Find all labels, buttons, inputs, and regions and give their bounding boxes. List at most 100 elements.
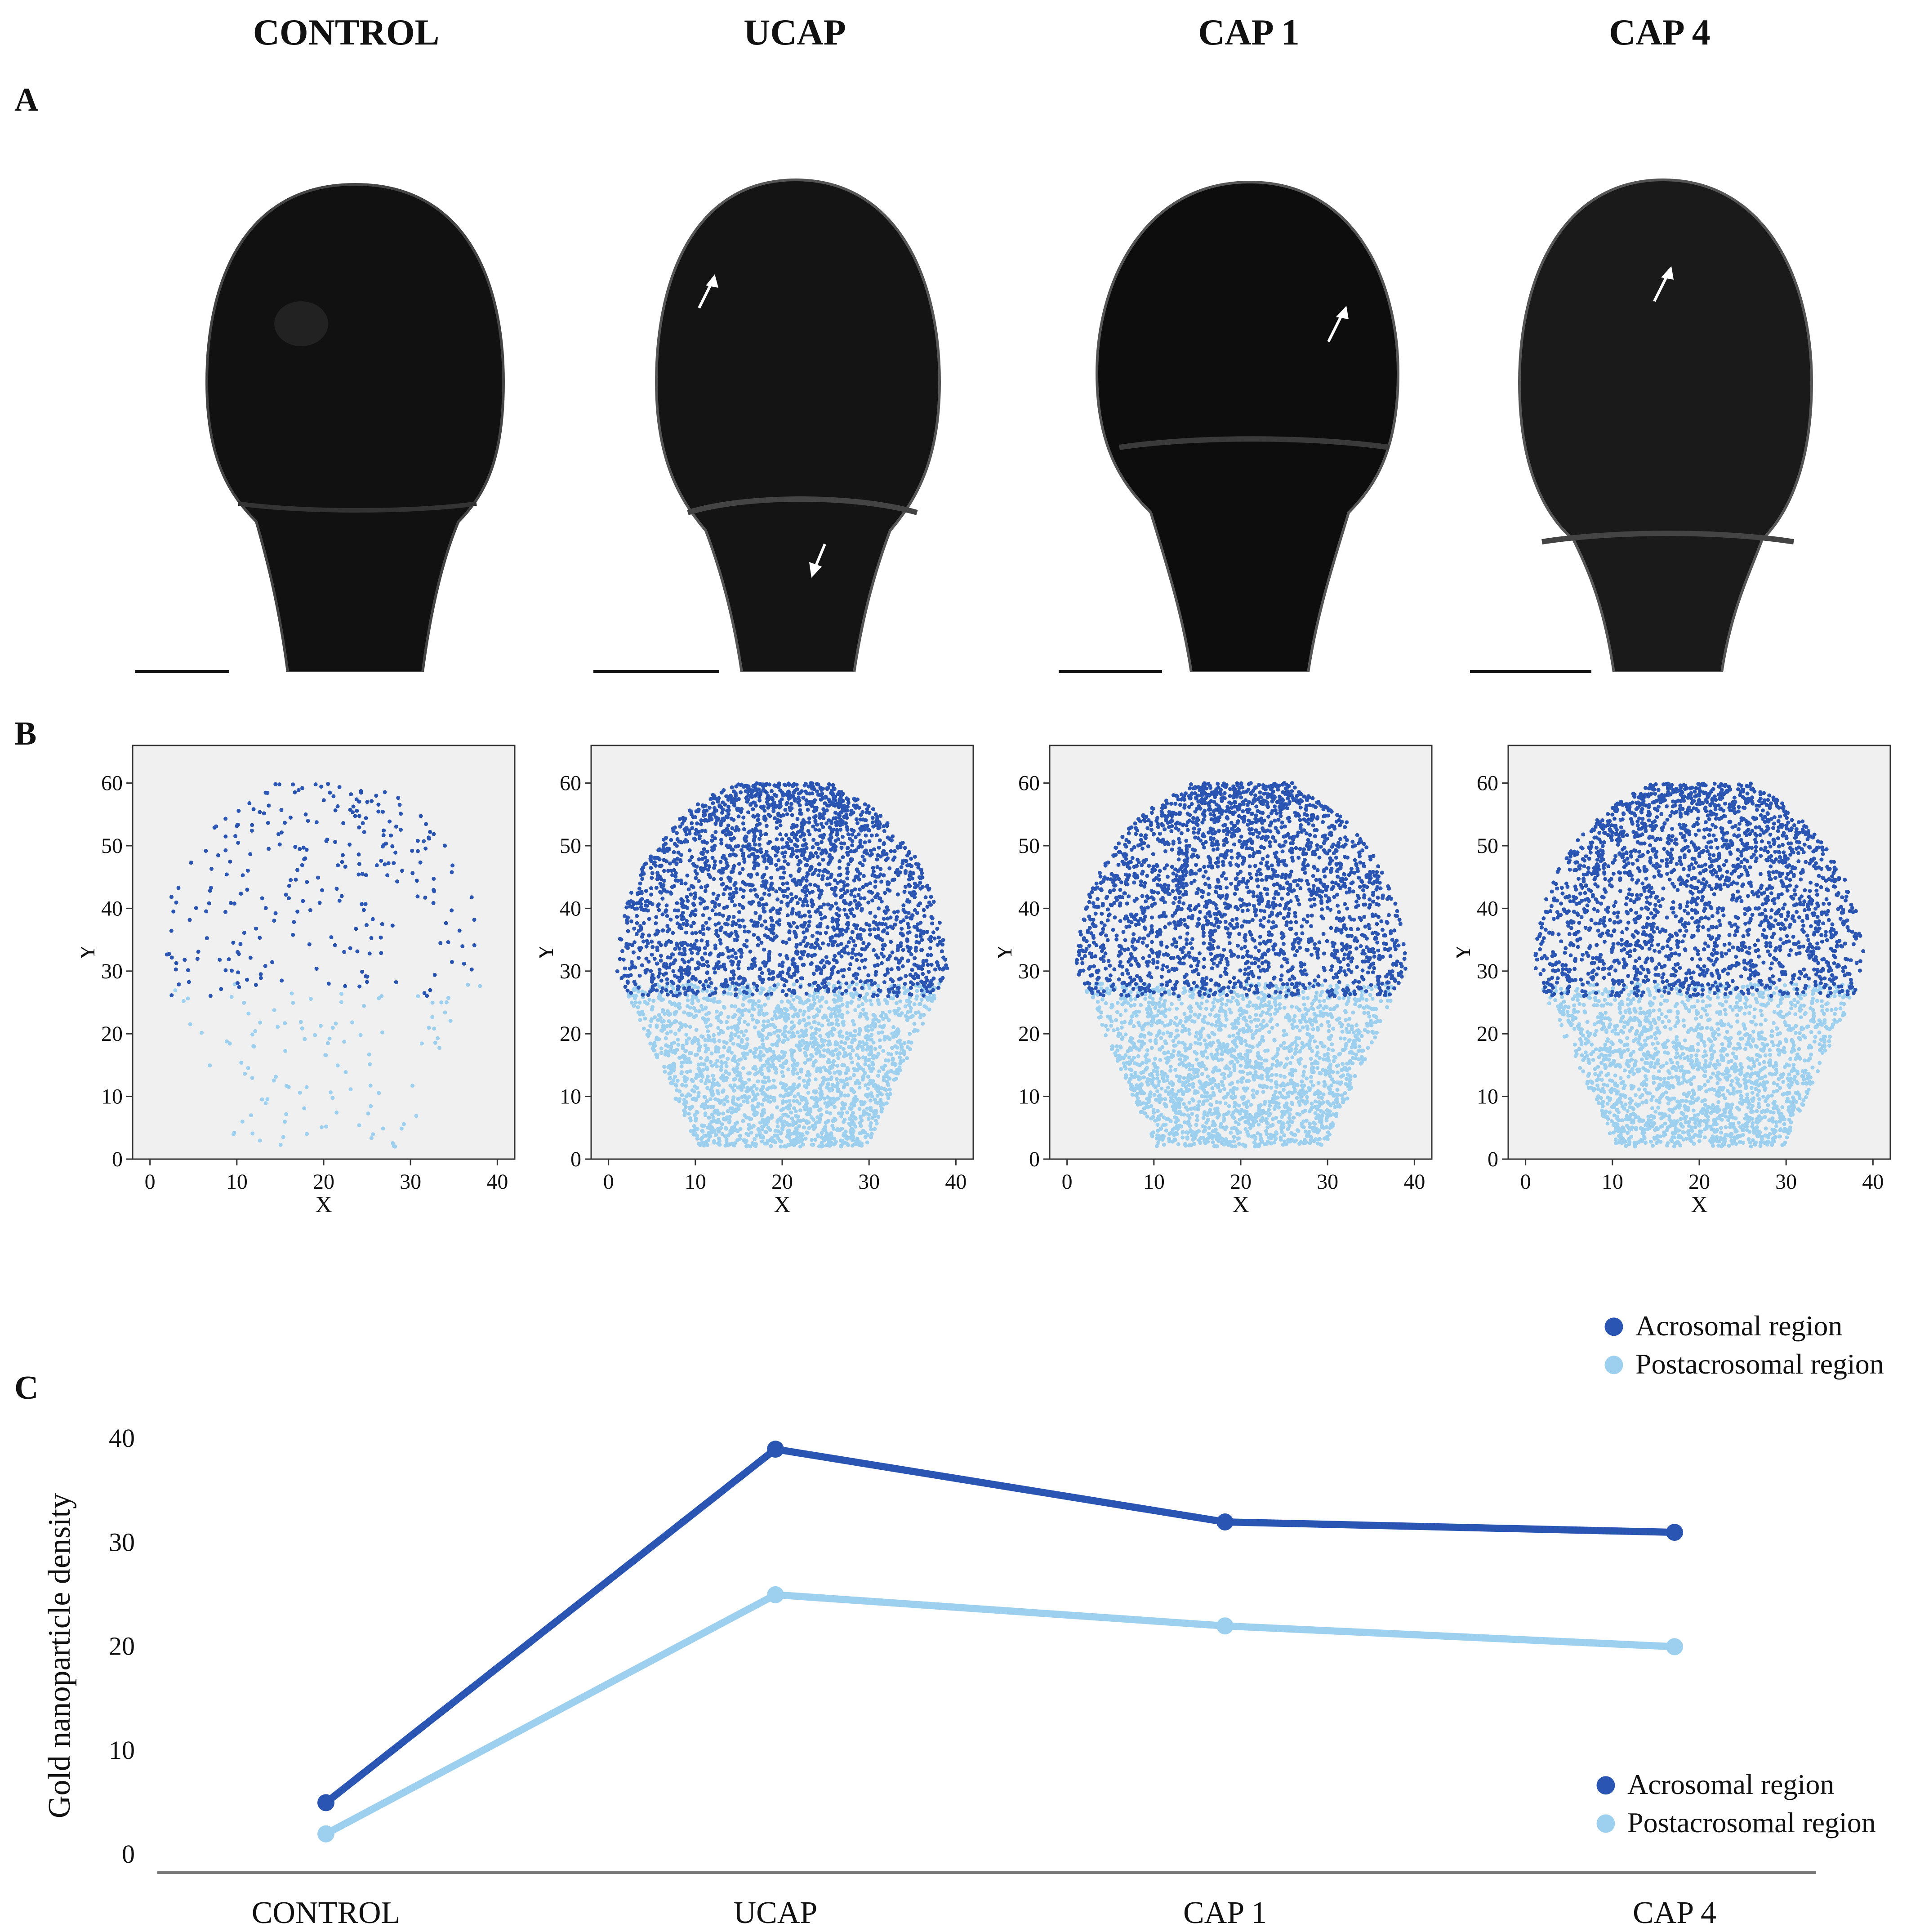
acrosomal-point bbox=[857, 806, 861, 810]
acrosomal-point bbox=[713, 922, 718, 927]
acrosomal-point bbox=[762, 909, 767, 914]
acrosomal-point bbox=[702, 986, 706, 991]
postacrosomal-point bbox=[837, 1004, 842, 1009]
postacrosomal-point bbox=[690, 1078, 694, 1082]
acrosomal-point bbox=[634, 932, 639, 936]
postacrosomal-point bbox=[697, 1009, 701, 1013]
acrosomal-point bbox=[824, 869, 829, 874]
postacrosomal-point bbox=[846, 1093, 850, 1098]
acrosomal-point bbox=[817, 828, 821, 833]
acrosomal-point bbox=[615, 969, 619, 973]
postacrosomal-point bbox=[284, 1112, 289, 1116]
postacrosomal-point bbox=[860, 1141, 864, 1146]
acrosomal-point bbox=[731, 981, 735, 985]
acrosomal-point bbox=[646, 993, 650, 997]
acrosomal-point bbox=[337, 898, 342, 903]
postacrosomal-point bbox=[712, 1033, 716, 1037]
postacrosomal-point bbox=[717, 1039, 722, 1043]
postacrosomal-point bbox=[858, 1027, 862, 1031]
acrosomal-point bbox=[815, 855, 820, 859]
postacrosomal-point bbox=[789, 993, 794, 998]
postacrosomal-point bbox=[258, 1020, 263, 1025]
postacrosomal-point bbox=[880, 1030, 884, 1035]
acrosomal-point bbox=[815, 937, 820, 942]
postacrosomal-point bbox=[703, 1141, 707, 1145]
acrosomal-point bbox=[709, 981, 713, 985]
postacrosomal-point bbox=[739, 1088, 744, 1092]
acrosomal-point bbox=[874, 875, 879, 879]
acrosomal-point bbox=[216, 853, 220, 857]
acrosomal-point bbox=[781, 940, 785, 944]
acrosomal-point bbox=[650, 871, 655, 875]
acrosomal-point bbox=[700, 963, 704, 968]
postacrosomal-point bbox=[663, 1052, 668, 1057]
acrosomal-point bbox=[381, 833, 386, 838]
postacrosomal-point bbox=[836, 1022, 841, 1027]
acrosomal-point bbox=[634, 901, 639, 906]
acrosomal-point bbox=[861, 817, 865, 822]
postacrosomal-point bbox=[772, 1053, 776, 1057]
acrosomal-point bbox=[687, 971, 691, 975]
acrosomal-point bbox=[664, 836, 668, 840]
acrosomal-point bbox=[659, 978, 664, 983]
postacrosomal-point bbox=[848, 1116, 852, 1121]
acrosomal-point bbox=[340, 860, 344, 864]
postacrosomal-point bbox=[898, 1055, 902, 1060]
postacrosomal-point bbox=[761, 1084, 766, 1089]
acrosomal-point bbox=[803, 820, 807, 825]
postacrosomal-point bbox=[860, 1118, 864, 1123]
acrosomal-point bbox=[881, 947, 885, 951]
acrosomal-point bbox=[672, 850, 676, 854]
acrosomal-point bbox=[862, 858, 867, 862]
acrosomal-point bbox=[677, 839, 682, 844]
postacrosomal-point bbox=[787, 1107, 791, 1111]
acrosomal-point bbox=[789, 832, 794, 836]
acrosomal-point bbox=[722, 867, 726, 871]
acrosomal-point bbox=[784, 993, 788, 997]
acrosomal-point bbox=[802, 848, 806, 852]
acrosomal-point bbox=[837, 907, 842, 912]
acrosomal-point bbox=[757, 967, 762, 971]
acrosomal-point bbox=[804, 863, 808, 868]
postacrosomal-point bbox=[715, 1058, 720, 1063]
acrosomal-point bbox=[731, 920, 735, 924]
postacrosomal-point bbox=[721, 1111, 726, 1115]
acrosomal-point bbox=[918, 876, 923, 881]
postacrosomal-point bbox=[803, 1137, 808, 1141]
acrosomal-point bbox=[771, 809, 776, 813]
postacrosomal-point bbox=[836, 1081, 840, 1085]
postacrosomal-point bbox=[873, 1047, 878, 1051]
acrosomal-point bbox=[875, 833, 879, 838]
acrosomal-point bbox=[852, 914, 856, 918]
postacrosomal-point bbox=[835, 1084, 839, 1089]
postacrosomal-point bbox=[1315, 1066, 1320, 1070]
acrosomal-point bbox=[747, 929, 751, 934]
postacrosomal-point bbox=[430, 1000, 435, 1005]
postacrosomal-point bbox=[865, 1140, 869, 1145]
acrosomal-point bbox=[187, 918, 192, 922]
acrosomal-point bbox=[288, 816, 293, 820]
acrosomal-point bbox=[641, 921, 646, 925]
acrosomal-point bbox=[742, 836, 747, 841]
acrosomal-point bbox=[633, 940, 637, 945]
acrosomal-point bbox=[687, 828, 691, 833]
acrosomal-point bbox=[807, 891, 812, 895]
acrosomal-point bbox=[740, 905, 745, 909]
postacrosomal-point bbox=[779, 1108, 784, 1112]
acrosomal-point bbox=[627, 900, 631, 904]
postacrosomal-point bbox=[834, 1077, 839, 1081]
acrosomal-point bbox=[846, 862, 851, 866]
acrosomal-point bbox=[728, 892, 732, 897]
acrosomal-point bbox=[639, 891, 644, 895]
acrosomal-point bbox=[755, 791, 760, 796]
acrosomal-point bbox=[248, 955, 253, 960]
acrosomal-point bbox=[834, 960, 839, 964]
postacrosomal-point bbox=[748, 989, 753, 994]
acrosomal-point bbox=[333, 840, 338, 844]
acrosomal-point bbox=[925, 905, 930, 909]
postacrosomal-point bbox=[300, 1026, 304, 1031]
acrosomal-point bbox=[784, 833, 788, 837]
acrosomal-point bbox=[858, 840, 863, 844]
postacrosomal-point bbox=[753, 1067, 758, 1071]
acrosomal-point bbox=[807, 919, 811, 924]
